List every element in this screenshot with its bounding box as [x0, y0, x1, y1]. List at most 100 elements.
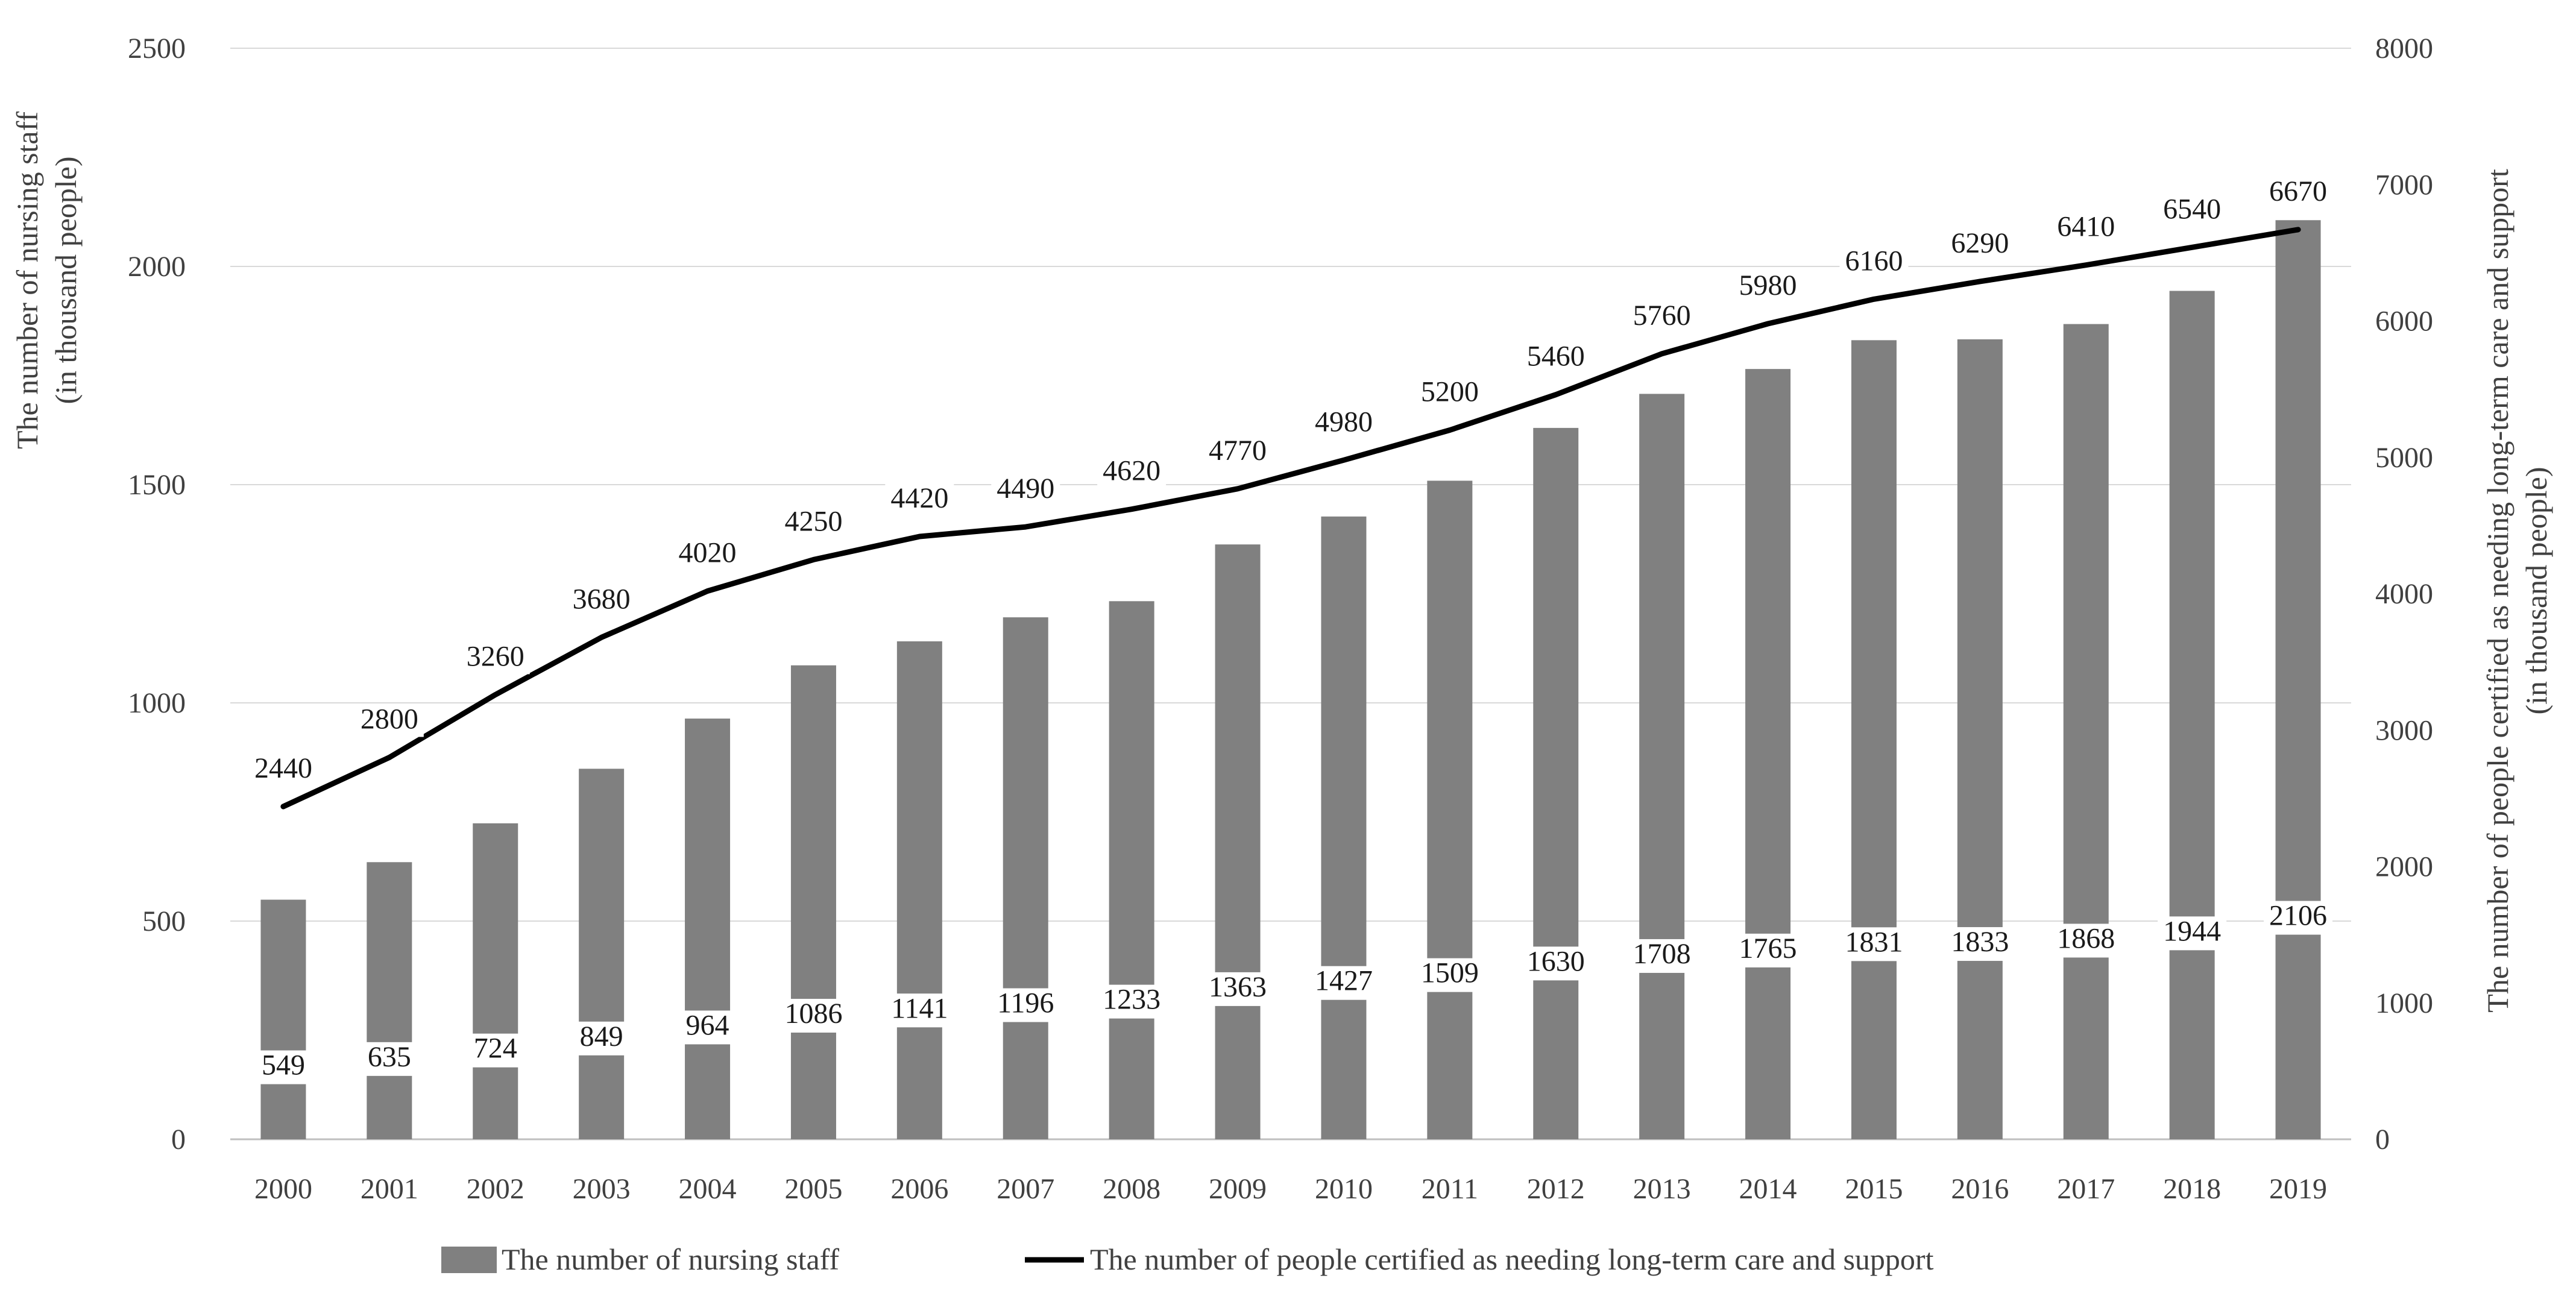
line-value-label: 4020: [679, 536, 737, 568]
bar-2001: [367, 862, 412, 1139]
left-axis-title-line2: (in thousand people): [49, 156, 83, 404]
line-label-bg: [673, 538, 742, 571]
left-tick-label: 2000: [128, 251, 186, 283]
line-label-bg: [354, 704, 424, 737]
bar-label-bg: [991, 988, 1060, 1022]
line-value-label: 4620: [1103, 455, 1160, 487]
x-axis-ticks: 2000 2001 2002 2003 2004 2005 2006 2007 2008 2009…: [254, 1173, 2327, 1205]
line-label-bg: [1521, 341, 1590, 374]
line-label-bg: [248, 753, 318, 786]
bar-label-bg: [2052, 923, 2121, 958]
line-value-label: 2800: [361, 703, 418, 735]
bar-value-label: 1233: [1103, 984, 1160, 1016]
certified-people-line: [280, 227, 2301, 810]
right-tick-label: 2000: [2375, 851, 2433, 883]
line-point-2009: [1235, 486, 1241, 491]
bar-2006: [896, 641, 942, 1139]
line-value-label: 6410: [2057, 211, 2115, 243]
left-tick-label: 0: [171, 1124, 186, 1156]
bar-2019: [2275, 220, 2321, 1140]
bar-label-bg: [1945, 927, 2015, 961]
bar-2008: [1109, 601, 1154, 1139]
x-tick-label: 2012: [1527, 1173, 1585, 1205]
right-axis-title-line1: The number of people certified as needin…: [2481, 169, 2515, 1013]
bar-value-label: 1831: [1845, 926, 1903, 958]
line-value-label: 3260: [467, 640, 524, 672]
x-tick-label: 2016: [1951, 1173, 2009, 1205]
line-label-bg: [779, 506, 848, 540]
line-point-2010: [1341, 458, 1346, 463]
x-tick-label: 2018: [2163, 1173, 2221, 1205]
bar-label-bg: [1839, 927, 1909, 961]
certified-people-line-layer: [280, 227, 2301, 810]
legend: The number of nursing staff The number o…: [441, 1242, 1934, 1276]
right-tick-label: 7000: [2375, 169, 2433, 201]
bar-2009: [1215, 544, 1261, 1139]
x-tick-label: 2008: [1103, 1173, 1160, 1205]
bar-label-bg: [256, 1050, 310, 1084]
bar-2000: [260, 899, 306, 1139]
bar-value-label: 849: [580, 1021, 623, 1052]
line-value-label: 4490: [997, 473, 1054, 505]
bar-label-bg: [1415, 958, 1484, 992]
bar-label-bg: [1203, 972, 1273, 1006]
x-tick-label: 2007: [997, 1173, 1054, 1205]
line-label-bg: [1415, 377, 1484, 410]
right-axis-title-line2: (in thousand people): [2519, 467, 2553, 714]
x-tick-label: 2010: [1315, 1173, 1373, 1205]
line-point-2014: [1765, 321, 1771, 327]
bar-label-bg: [468, 1033, 523, 1068]
bar-label-bg: [574, 1021, 629, 1055]
bar-label-bg: [2158, 916, 2227, 951]
line-value-label: 6160: [1845, 245, 1903, 277]
bar-2007: [1003, 617, 1048, 1139]
x-tick-label: 2005: [784, 1173, 842, 1205]
line-point-2012: [1553, 392, 1558, 397]
right-tick-label: 4000: [2375, 578, 2433, 610]
bar-2011: [1427, 480, 1473, 1139]
x-tick-label: 2002: [467, 1173, 524, 1205]
bar-2005: [790, 665, 836, 1139]
bar-2015: [1851, 340, 1897, 1140]
legend-bar-label: The number of nursing staff: [502, 1242, 839, 1276]
line-value-label: 3680: [573, 583, 631, 615]
bar-label-bg: [1521, 946, 1590, 981]
left-tick-label: 1500: [128, 469, 186, 501]
line-value-label: 5760: [1633, 300, 1691, 332]
right-tick-label: 5000: [2375, 442, 2433, 474]
bar-label-bg: [362, 1042, 417, 1076]
right-tick-label: 3000: [2375, 714, 2433, 746]
line-point-2006: [917, 533, 922, 539]
bar-label-bg: [1627, 939, 1696, 973]
x-tick-label: 2004: [679, 1173, 737, 1205]
bar-value-label: 724: [474, 1033, 517, 1065]
bar-value-label: 549: [262, 1049, 305, 1081]
bar-2017: [2063, 324, 2109, 1139]
bar-2012: [1533, 427, 1579, 1139]
right-tick-label: 8000: [2375, 33, 2433, 64]
x-tick-label: 2014: [1739, 1173, 1797, 1205]
bar-2003: [579, 769, 625, 1139]
bar-2018: [2169, 291, 2215, 1140]
legend-line-label: The number of people certified as needin…: [1090, 1242, 1934, 1276]
line-label-bg: [1309, 407, 1378, 440]
line-value-label: 5980: [1739, 269, 1797, 301]
line-value-label: 6670: [2269, 175, 2327, 207]
right-tick-label: 6000: [2375, 306, 2433, 338]
bar-value-label: 2106: [2269, 900, 2327, 932]
right-tick-label: 1000: [2375, 987, 2433, 1019]
line-label-bg: [1733, 271, 1803, 304]
line-point-2018: [2190, 245, 2195, 250]
bar-value-label: 1363: [1209, 971, 1267, 1003]
x-tick-label: 2013: [1633, 1173, 1691, 1205]
line-label-bg: [991, 474, 1060, 507]
line-label-bg: [885, 483, 954, 516]
x-tick-label: 2015: [1845, 1173, 1903, 1205]
line-point-2005: [811, 557, 816, 562]
bar-2002: [473, 823, 518, 1139]
line-point-2008: [1129, 506, 1135, 512]
line-data-labels: 2440 2800 3260 3680 4020 4250 4420 4490 4620 4770…: [248, 175, 2333, 809]
gridlines: [230, 48, 2351, 1140]
bar-value-label: 1141: [891, 992, 948, 1024]
line-point-2003: [599, 635, 604, 640]
